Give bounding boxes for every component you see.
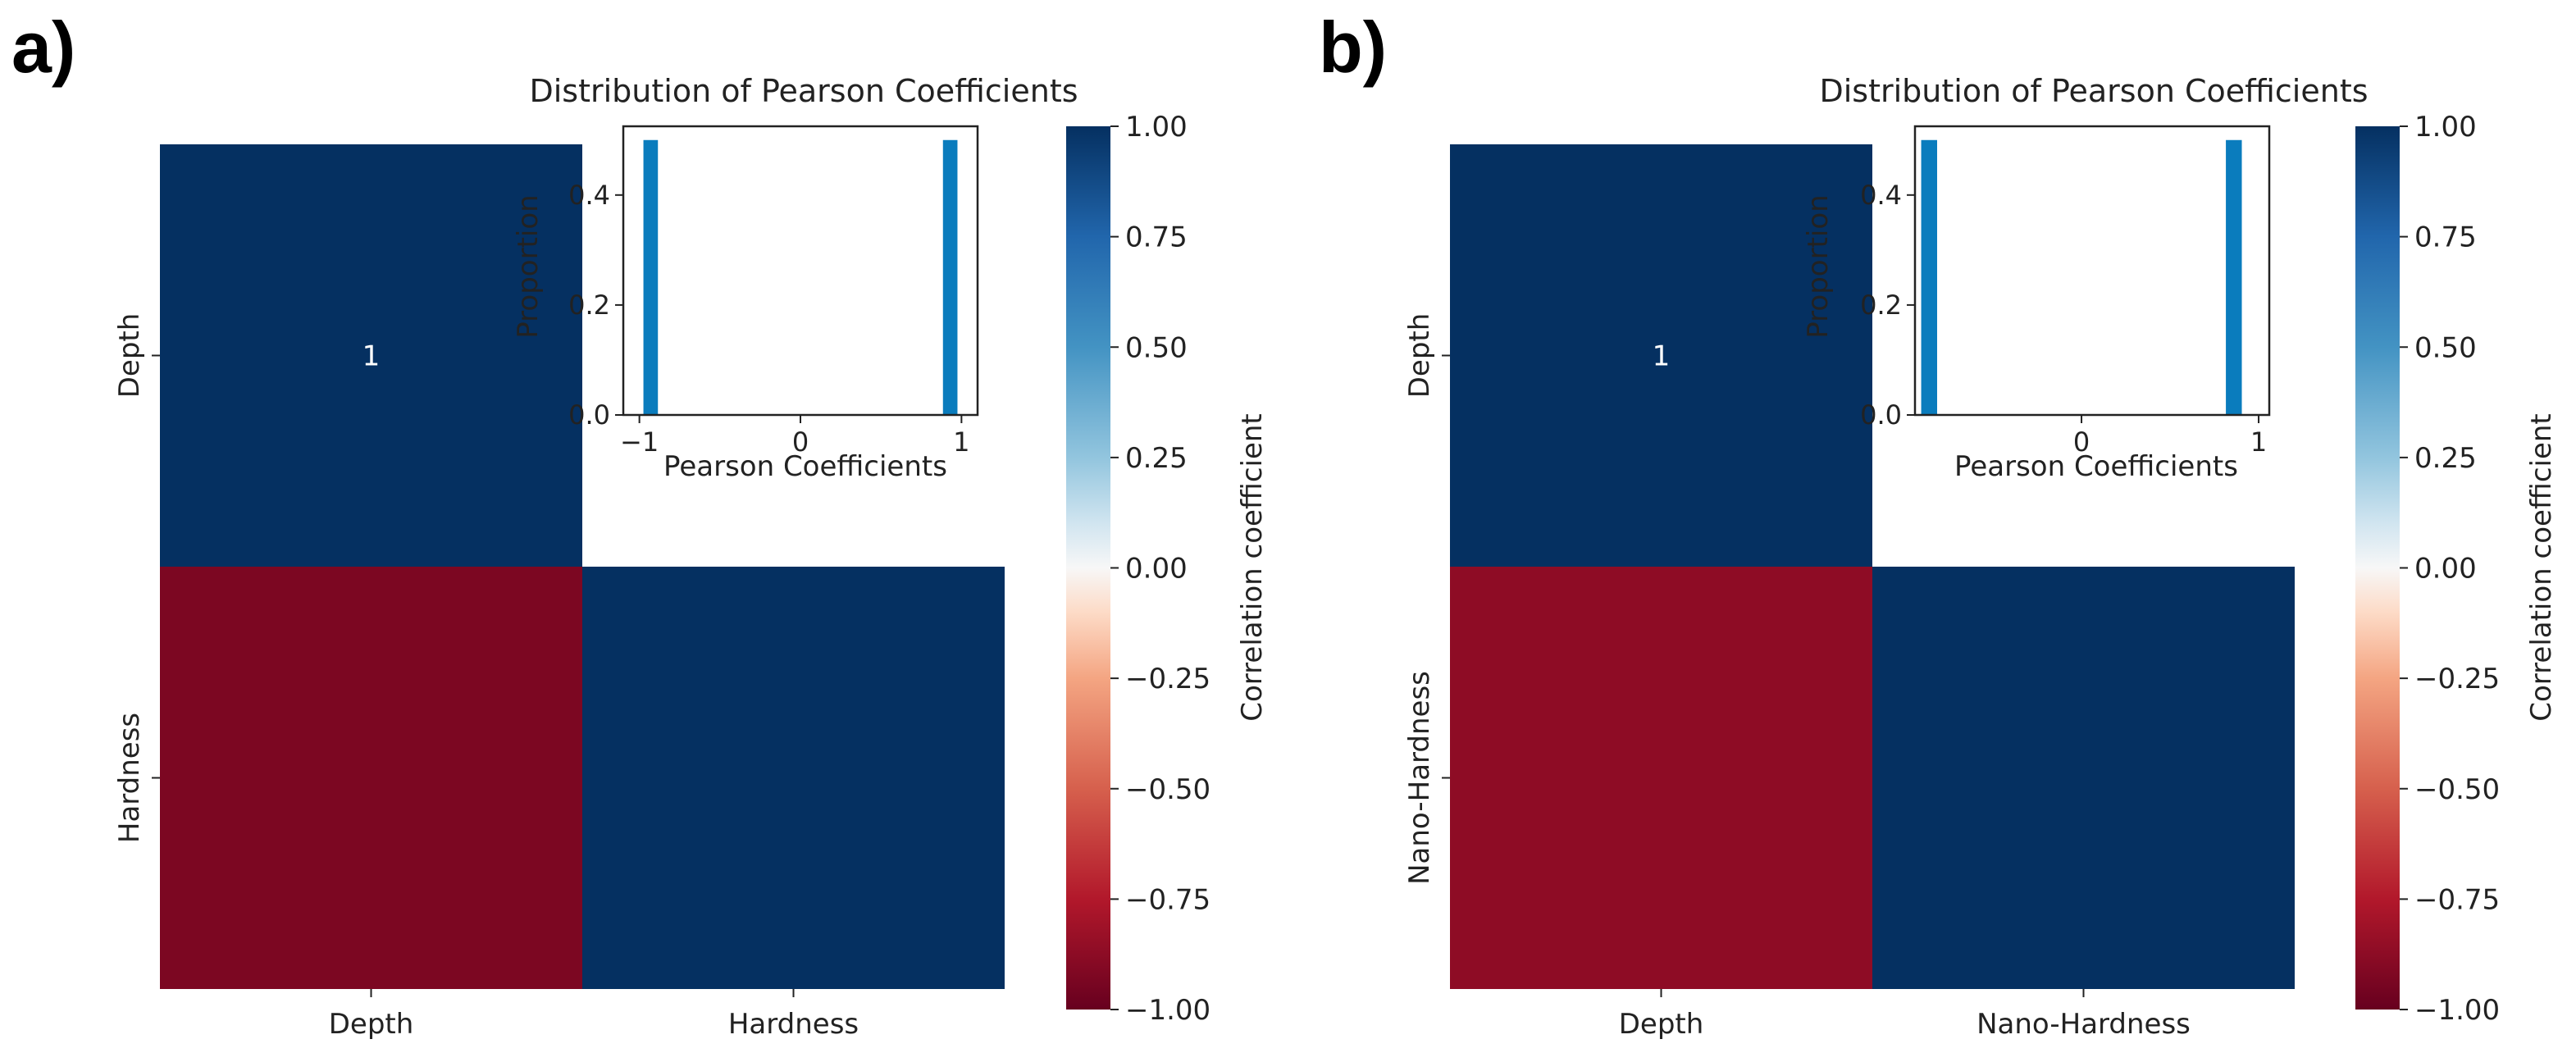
colorbar-tick-label-b-0: 1.00 bbox=[2414, 111, 2477, 144]
inset-x-tick-label-b-1: 1 bbox=[2250, 426, 2267, 458]
inset-title-b: Distribution of Pearson Coefficients bbox=[1819, 73, 2368, 109]
inset-background-b bbox=[1915, 126, 2269, 415]
colorbar-tick-label-a-6: −0.50 bbox=[1125, 773, 1210, 806]
heatmap-cell-a-1-1 bbox=[582, 567, 1005, 989]
cell-annotation-b-0-0: 1 bbox=[1653, 340, 1671, 373]
inset-x-tick-label-a-2: 1 bbox=[953, 426, 969, 458]
y-tick-label-b-0: Depth bbox=[1403, 313, 1436, 399]
inset-x-tick-label-a-0: −1 bbox=[620, 426, 659, 458]
panel-a: a) 1 Depth Hardness Depth Hardness Distribut… bbox=[11, 7, 1269, 1041]
inset-y-tick-label-a-1: 0.2 bbox=[568, 289, 610, 321]
x-tick-label-b-1: Nano-Hardness bbox=[1976, 1008, 2191, 1041]
inset-xlabel-b: Pearson Coefficients bbox=[1954, 450, 2238, 483]
inset-ylabel-b: Proportion bbox=[1802, 194, 1835, 338]
panel-b: b) 1 Depth Nano-Hardness Depth Nano-Hardness… bbox=[1319, 7, 2558, 1041]
inset-x-tick-label-a-1: 0 bbox=[792, 426, 809, 458]
heatmap-cell-b-1-0 bbox=[1450, 567, 1872, 989]
y-tick-label-a-0: Depth bbox=[113, 313, 146, 399]
colorbar-tick-label-b-6: −0.50 bbox=[2414, 773, 2500, 806]
inset-y-tick-label-b-1: 0.2 bbox=[1860, 289, 1902, 321]
heatmap-cell-b-1-1 bbox=[1872, 567, 2295, 989]
inset-y-tick-label-b-0: 0.0 bbox=[1860, 399, 1902, 431]
inset-bar-a-1 bbox=[942, 139, 958, 415]
inset-bar-b-0 bbox=[1921, 139, 1937, 415]
colorbar-tick-label-a-2: 0.50 bbox=[1125, 331, 1188, 364]
x-tick-label-a-1: Hardness bbox=[728, 1008, 859, 1041]
colorbar-b: Correlation coefficient 1.00 0.75 0.50 0.25… bbox=[2355, 111, 2558, 1027]
colorbar-tick-label-a-7: −0.75 bbox=[1125, 883, 1210, 916]
colorbar-tick-label-b-2: 0.50 bbox=[2414, 331, 2477, 364]
inset-bar-a-0 bbox=[643, 139, 659, 415]
x-tick-label-b-0: Depth bbox=[1619, 1008, 1704, 1041]
colorbar-gradient-b bbox=[2355, 126, 2400, 1010]
inset-y-tick-label-a-0: 0.0 bbox=[568, 399, 610, 431]
inset-histogram-a: Distribution of Pearson Coefficients Pro… bbox=[512, 73, 1078, 483]
colorbar-tick-label-b-7: −0.75 bbox=[2414, 883, 2500, 916]
colorbar-gradient-a bbox=[1066, 126, 1110, 1010]
heatmap-a: 1 Depth Hardness Depth Hardness bbox=[113, 144, 1005, 1041]
colorbar-tick-label-b-5: −0.25 bbox=[2414, 663, 2500, 695]
colorbar-tick-label-a-3: 0.25 bbox=[1125, 442, 1188, 475]
inset-xlabel-a: Pearson Coefficients bbox=[663, 450, 947, 483]
inset-histogram-b: Distribution of Pearson Coefficients Pro… bbox=[1802, 73, 2369, 483]
colorbar-tick-label-b-1: 0.75 bbox=[2414, 221, 2477, 254]
inset-background-a bbox=[623, 126, 978, 415]
panel-label-b: b) bbox=[1319, 7, 1387, 88]
colorbar-tick-label-b-3: 0.25 bbox=[2414, 442, 2477, 475]
colorbar-tick-label-b-8: −1.00 bbox=[2414, 994, 2500, 1027]
inset-frame-b bbox=[1913, 125, 2271, 417]
colorbar-tick-label-a-0: 1.00 bbox=[1125, 111, 1188, 144]
y-tick-label-a-1: Hardness bbox=[113, 713, 146, 843]
heatmap-cell-a-1-0 bbox=[160, 567, 582, 989]
heatmap-cell-b-0-0 bbox=[1450, 144, 1872, 567]
panel-label-a: a) bbox=[11, 7, 75, 88]
colorbar-label-b: Correlation coefficient bbox=[2525, 413, 2558, 722]
inset-y-tick-label-a-2: 0.4 bbox=[568, 180, 610, 211]
colorbar-tick-label-b-4: 0.00 bbox=[2414, 553, 2477, 586]
heatmap-cell-a-0-0 bbox=[160, 144, 582, 567]
y-tick-label-b-1: Nano-Hardness bbox=[1403, 671, 1436, 885]
colorbar-tick-label-a-5: −0.25 bbox=[1125, 663, 1210, 695]
colorbar-tick-label-a-8: −1.00 bbox=[1125, 994, 1210, 1027]
inset-x-tick-label-b-0: 0 bbox=[2073, 426, 2090, 458]
cell-annotation-a-0-0: 1 bbox=[362, 340, 381, 373]
inset-ylabel-a: Proportion bbox=[512, 194, 545, 338]
inset-title-a: Distribution of Pearson Coefficients bbox=[529, 73, 1078, 109]
colorbar-label-a: Correlation coefficient bbox=[1236, 413, 1269, 722]
colorbar-tick-label-a-1: 0.75 bbox=[1125, 221, 1188, 254]
colorbar-tick-label-a-4: 0.00 bbox=[1125, 553, 1188, 586]
x-tick-label-a-0: Depth bbox=[329, 1008, 414, 1041]
inset-y-tick-label-b-2: 0.4 bbox=[1860, 180, 1902, 211]
colorbar-a: Correlation coefficient 1.00 0.75 0.50 0.25… bbox=[1066, 111, 1269, 1027]
inset-bar-b-1 bbox=[2226, 139, 2242, 415]
heatmap-b: 1 Depth Nano-Hardness Depth Nano-Hardness bbox=[1403, 144, 2295, 1041]
